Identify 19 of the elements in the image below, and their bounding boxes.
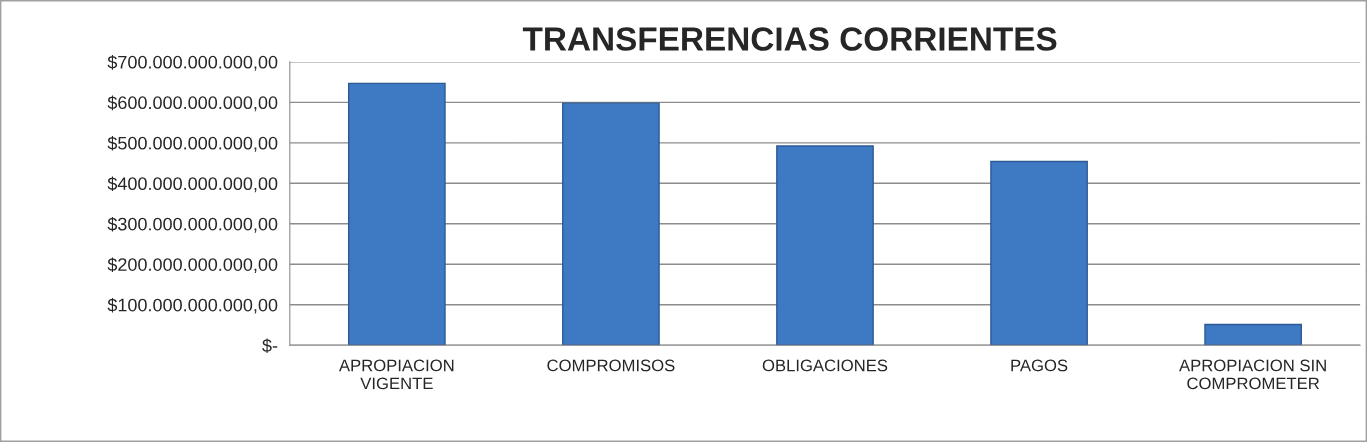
y-tick-label: $300.000.000.000,00 <box>107 216 278 233</box>
y-tick-label: $400.000.000.000,00 <box>107 176 278 193</box>
x-tick-label: OBLIGACIONES <box>762 359 888 372</box>
bar <box>347 82 446 346</box>
y-tick-label: $- <box>262 338 278 353</box>
y-tick-label: $500.000.000.000,00 <box>107 136 278 152</box>
x-tick-label: APROPIACION SIN COMPROMETER <box>1179 359 1326 390</box>
y-tick-label: $600.000.000.000,00 <box>107 95 278 112</box>
x-tick-label: APROPIACION VIGENTE <box>338 359 454 390</box>
chart-title: TRANSFERENCIAS CORRIENTES <box>522 27 1057 51</box>
y-tick-label: $700.000.000.000,00 <box>107 55 278 71</box>
bar <box>776 145 874 346</box>
bar <box>562 102 660 346</box>
x-tick-label: COMPROMISOS <box>547 359 675 372</box>
y-tick-label: $100.000.000.000,00 <box>107 297 278 314</box>
y-tick-label: $200.000.000.000,00 <box>107 257 278 274</box>
bar <box>990 160 1088 346</box>
bar <box>1204 323 1302 346</box>
x-tick-label: PAGOS <box>1011 359 1068 372</box>
